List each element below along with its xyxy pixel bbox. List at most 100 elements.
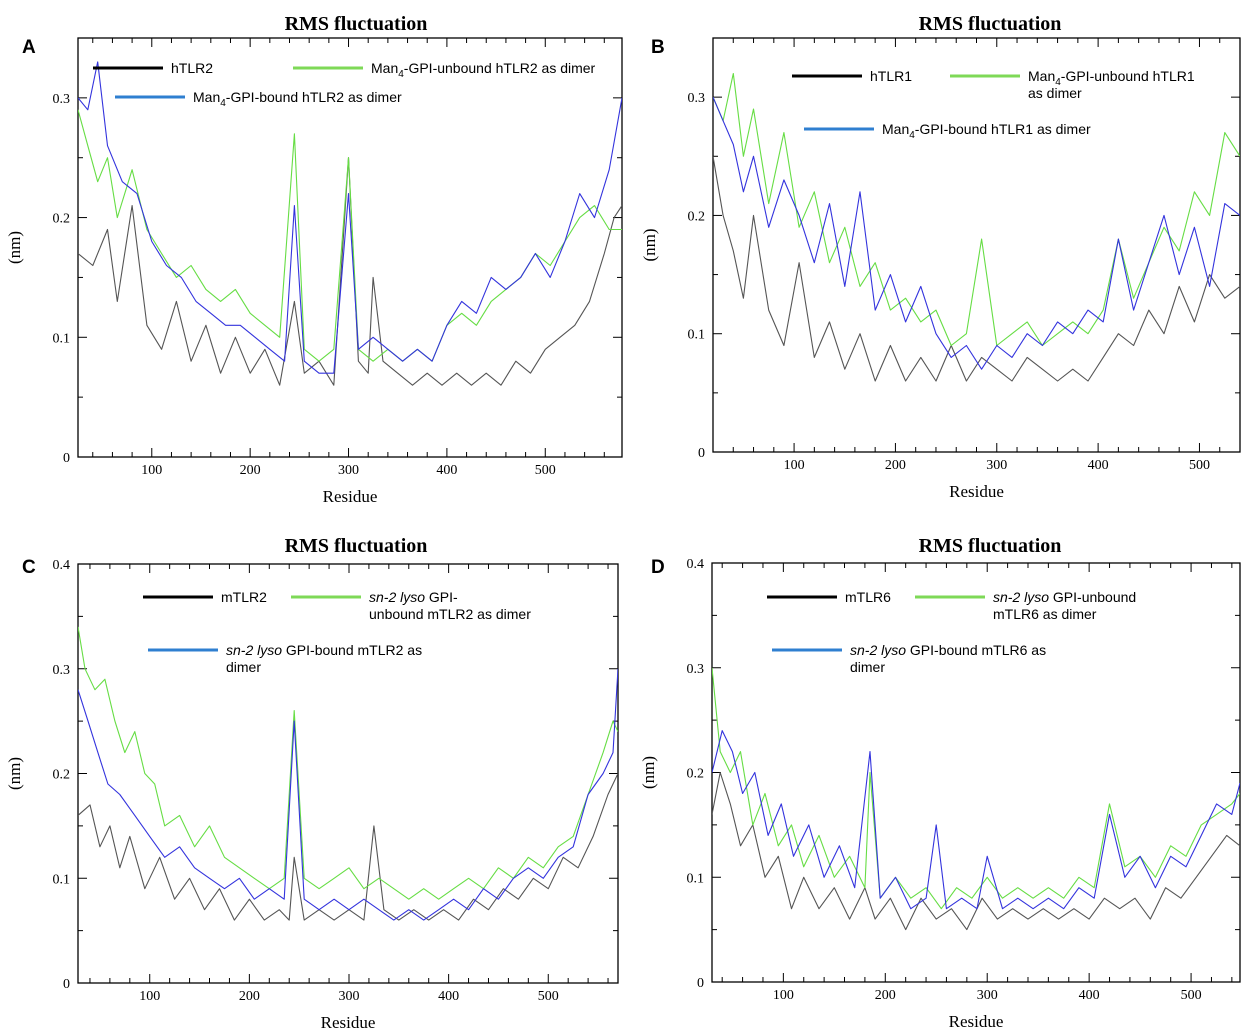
y-tick-label: 0.1 bbox=[688, 328, 706, 343]
legend: hTLR2 Man4-GPI-unbound hTLR2 as dimerMan4… bbox=[93, 60, 596, 109]
plot-frame bbox=[712, 37, 1241, 453]
series-line-1 bbox=[713, 72, 1240, 347]
x-tick-label: 200 bbox=[885, 458, 906, 473]
legend-label: Man4-GPI-unbound hTLR1 bbox=[1028, 68, 1195, 88]
plot-frame bbox=[711, 562, 1241, 983]
series-line-2 bbox=[713, 96, 1240, 370]
panel-letter: B bbox=[651, 37, 665, 58]
legend-label-name: mTLR6 bbox=[845, 589, 891, 605]
legend-label-name: mTLR2 bbox=[221, 589, 267, 605]
series-line-0 bbox=[712, 771, 1240, 931]
legend-label: sn-2 lyso GPI- bbox=[369, 589, 458, 605]
x-tick-label: 300 bbox=[986, 458, 1007, 473]
legend-label-rest: GPI-bound mTLR2 as bbox=[282, 642, 422, 658]
chart-panel-d: D RMS fluctuation 100 200 300 400 500 0 0.1 0.2 0.… bbox=[639, 535, 1241, 1031]
x-tick-label: 500 bbox=[538, 989, 559, 1004]
x-axis-label: Residue bbox=[321, 1013, 376, 1032]
chart-panel-c: C RMS fluctuation 100 200 300 400 500 0 0.1 0.2 0.… bbox=[5, 535, 619, 1032]
x-tick-label: 200 bbox=[240, 463, 261, 478]
legend-label-line2: mTLR6 as dimer bbox=[993, 606, 1097, 622]
legend-label-italic: sn-2 lyso bbox=[369, 589, 425, 605]
legend-label-name: Man bbox=[193, 89, 220, 105]
x-tick-label: 400 bbox=[1088, 458, 1109, 473]
y-tick-label: 0.3 bbox=[688, 91, 706, 106]
x-tick-label: 400 bbox=[438, 989, 459, 1004]
y-tick-label: 0 bbox=[698, 446, 705, 461]
y-tick-label: 0 bbox=[697, 976, 704, 991]
chart-title: RMS fluctuation bbox=[919, 13, 1062, 35]
x-tick-label: 100 bbox=[141, 463, 162, 478]
y-tick-label: 0.1 bbox=[53, 331, 71, 346]
legend-label-line2: dimer bbox=[850, 659, 885, 675]
chart-title: RMS fluctuation bbox=[919, 535, 1062, 557]
y-tick-label: 0.1 bbox=[687, 871, 705, 886]
legend-label: hTLR1 bbox=[870, 68, 912, 84]
series-line-0 bbox=[713, 156, 1240, 382]
series-line-1 bbox=[78, 626, 618, 900]
legend-label-line2: as dimer bbox=[1028, 85, 1082, 101]
legend-item-2: Man4-GPI-bound hTLR1 as dimer bbox=[804, 121, 1091, 141]
legend-label: sn-2 lyso GPI-unbound bbox=[993, 589, 1136, 605]
legend-item-0: hTLR1 bbox=[792, 68, 912, 84]
legend-label-rest: -GPI-bound hTLR2 as dimer bbox=[226, 89, 402, 105]
series-line-0 bbox=[78, 773, 618, 921]
legend-label: mTLR2 bbox=[221, 589, 267, 605]
x-axis-label: Residue bbox=[949, 1012, 1004, 1031]
legend-label-rest: GPI- bbox=[425, 589, 458, 605]
x-tick-label: 500 bbox=[1181, 988, 1202, 1003]
legend-item-2: Man4-GPI-bound hTLR2 as dimer bbox=[115, 89, 402, 109]
legend-label-italic: sn-2 lyso bbox=[226, 642, 282, 658]
legend-label: sn-2 lyso GPI-bound mTLR2 as bbox=[226, 642, 422, 658]
x-tick-label: 300 bbox=[338, 463, 359, 478]
y-tick-label: 0.3 bbox=[53, 663, 71, 678]
chart-panel-a: A RMS fluctuation 100 200 300 400 500 0 0.1 0.2 0.… bbox=[5, 13, 623, 506]
x-tick-label: 400 bbox=[1079, 988, 1100, 1003]
legend-label-rest: GPI-bound mTLR6 as bbox=[906, 642, 1046, 658]
legend-item-0: mTLR6 bbox=[767, 589, 891, 605]
series-line-0 bbox=[78, 157, 622, 386]
legend-label-name: hTLR2 bbox=[171, 60, 213, 76]
x-tick-label: 200 bbox=[239, 989, 260, 1004]
series-line-2 bbox=[712, 730, 1240, 910]
x-tick-label: 400 bbox=[436, 463, 457, 478]
chart-title: RMS fluctuation bbox=[285, 535, 428, 557]
y-axis-label: (nm) bbox=[639, 756, 658, 789]
x-tick-label: 500 bbox=[1189, 458, 1210, 473]
x-axis-label: Residue bbox=[323, 487, 378, 506]
x-tick-label: 100 bbox=[773, 988, 794, 1003]
y-tick-label: 0.4 bbox=[53, 558, 71, 573]
x-tick-label: 300 bbox=[977, 988, 998, 1003]
legend-label-name: Man bbox=[882, 121, 909, 137]
legend-label-name: hTLR1 bbox=[870, 68, 912, 84]
legend-item-0: mTLR2 bbox=[143, 589, 267, 605]
y-axis-label: (nm) bbox=[640, 228, 659, 261]
y-tick-label: 0 bbox=[63, 451, 70, 466]
legend-label-rest: -GPI-bound hTLR1 as dimer bbox=[915, 121, 1091, 137]
y-tick-label: 0.2 bbox=[688, 209, 706, 224]
legend-label-italic: sn-2 lyso bbox=[850, 642, 906, 658]
legend-label-line2: dimer bbox=[226, 659, 261, 675]
legend-label: hTLR2 bbox=[171, 60, 213, 76]
series-line-1 bbox=[78, 109, 622, 362]
series-line-1 bbox=[712, 667, 1240, 910]
legend-label-rest: -GPI-unbound hTLR2 as dimer bbox=[404, 60, 596, 76]
y-tick-label: 0.2 bbox=[687, 767, 705, 782]
y-tick-label: 0.3 bbox=[53, 92, 71, 107]
y-tick-label: 0 bbox=[63, 977, 70, 992]
plot-frame bbox=[77, 37, 623, 458]
legend: mTLR2 sn-2 lyso GPI-unbound mTLR2 as dime… bbox=[143, 589, 531, 675]
x-tick-label: 300 bbox=[338, 989, 359, 1004]
legend-item-1: Man4-GPI-unbound hTLR2 as dimer bbox=[293, 60, 596, 80]
legend-label: mTLR6 bbox=[845, 589, 891, 605]
legend-label: Man4-GPI-bound hTLR1 as dimer bbox=[882, 121, 1091, 141]
y-axis-label: (nm) bbox=[5, 757, 24, 790]
legend-label-rest: GPI-unbound bbox=[1049, 589, 1136, 605]
legend-label-subscript: 4 bbox=[398, 69, 404, 80]
legend-label: Man4-GPI-unbound hTLR2 as dimer bbox=[371, 60, 596, 80]
y-tick-label: 0.4 bbox=[687, 557, 705, 572]
chart-title: RMS fluctuation bbox=[285, 13, 428, 35]
